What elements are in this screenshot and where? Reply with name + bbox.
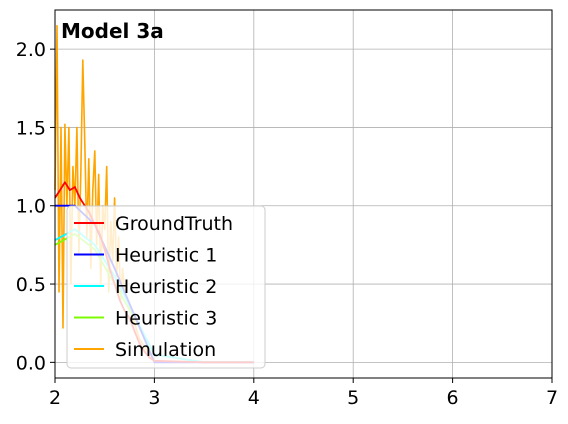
legend-label: Heuristic 2: [115, 276, 217, 298]
legend-label: GroundTruth: [115, 213, 233, 235]
y-tick-label: 0.5: [16, 274, 46, 296]
x-tick-label: 6: [447, 387, 459, 409]
x-tick-label: 7: [546, 387, 558, 409]
x-tick-label: 5: [347, 387, 359, 409]
legend-box: [66, 205, 266, 369]
y-tick-label: 0.0: [16, 352, 46, 374]
legend-label: Heuristic 1: [115, 245, 217, 267]
y-tick-label: 2.0: [16, 39, 46, 61]
ticks: 2 3 4 5 6 7 0.0 0.5 1.0 1.5 2.0: [16, 39, 558, 409]
chart-title: Model 3a: [61, 19, 164, 43]
plot-frame: [54, 9, 553, 379]
x-tick-label: 2: [49, 387, 61, 409]
legend-label: Heuristic 3: [115, 308, 217, 330]
y-tick-label: 1.0: [16, 196, 46, 218]
x-tick-label: 4: [248, 387, 260, 409]
legend: GroundTruth Heuristic 1 Heuristic 2 Heurist…: [66, 205, 266, 369]
x-tick-label: 3: [148, 387, 160, 409]
y-tick-label: 1.5: [16, 117, 46, 139]
legend-label: Simulation: [115, 339, 216, 361]
